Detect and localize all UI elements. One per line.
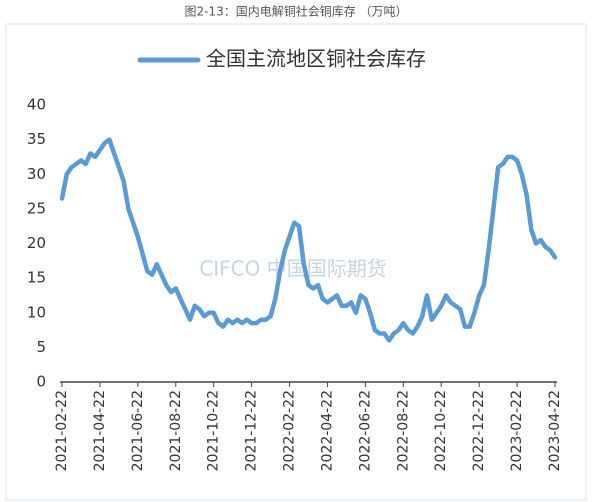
- data-line: [59, 137, 558, 343]
- x-tick-label: 2023-04-22: [547, 390, 563, 471]
- watermark: CIFCO 中国国际期货: [199, 257, 386, 281]
- y-tick-label: 0: [36, 373, 46, 391]
- y-tick-label: 15: [27, 269, 46, 287]
- x-tick-label: 2022-06-22: [357, 390, 373, 471]
- x-tick-label: 2021-06-22: [130, 390, 146, 471]
- legend-label: 全国主流地区铜社会库存: [206, 47, 426, 71]
- y-tick-label: 5: [36, 338, 46, 356]
- y-tick-label: 25: [27, 199, 46, 217]
- frame: [5, 23, 587, 501]
- chart-title: 图2-13：国内电解铜社会铜库存 （万吨）: [184, 4, 407, 19]
- x-tick-label: 2022-04-22: [319, 390, 335, 471]
- x-tick-label: 2022-12-22: [471, 390, 487, 471]
- x-tick-label: 2021-10-22: [206, 390, 222, 471]
- y-tick-label: 35: [27, 130, 46, 148]
- x-tick-label: 2021-02-22: [54, 390, 70, 471]
- x-tick-label: 2022-08-22: [395, 390, 411, 471]
- y-tick-label: 30: [27, 165, 46, 183]
- y-tick-label: 40: [27, 96, 46, 114]
- y-tick-label: 10: [27, 303, 46, 321]
- x-tick-label: 2023-02-22: [509, 390, 525, 471]
- x-tick-label: 2022-10-22: [433, 390, 449, 471]
- x-tick-label: 2021-04-22: [92, 390, 108, 471]
- y-tick-label: 20: [27, 234, 46, 252]
- x-tick-label: 2021-08-22: [168, 390, 184, 471]
- x-tick-label: 2022-02-22: [282, 390, 298, 471]
- x-tick-label: 2021-12-22: [244, 390, 260, 471]
